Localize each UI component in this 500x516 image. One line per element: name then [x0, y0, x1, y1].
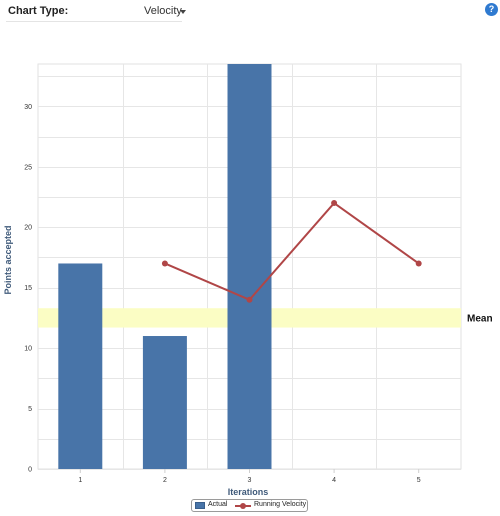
y-tick-label: 25: [24, 164, 32, 171]
y-tick-label: 15: [24, 285, 32, 292]
bar-actual: [227, 64, 272, 469]
x-tick-label: 3: [248, 477, 252, 484]
velocity-chart: Mean 0 5 10 15 20 25 30 1 2 3 4 5 Points accepted I…: [3, 63, 493, 497]
line-marker-icon: [240, 503, 246, 509]
line-series-running-velocity: [161, 200, 422, 303]
x-tick-label: 1: [78, 477, 82, 484]
bar-actual: [142, 336, 187, 469]
x-tick-label: 4: [332, 477, 336, 484]
running-velocity-point: [331, 200, 338, 207]
chart-legend: Actual Running Velocity: [191, 499, 308, 512]
bar-series-actual: [58, 64, 272, 469]
legend-label-running-velocity: Running Velocity: [254, 501, 307, 508]
y-tick-label: 20: [24, 225, 32, 232]
help-icon[interactable]: ?: [485, 3, 498, 16]
chart-type-control: Chart Type: Velocity: [6, 2, 186, 22]
running-velocity-point: [246, 296, 253, 303]
y-axis-title: Points accepted: [3, 225, 13, 294]
y-tick-label: 30: [24, 104, 32, 111]
x-tick-label: 2: [163, 477, 167, 484]
x-axis-title: Iterations: [228, 487, 269, 497]
chart-type-label: Chart Type:: [8, 5, 69, 17]
legend-item-actual[interactable]: Actual: [194, 500, 230, 511]
legend-item-running-velocity[interactable]: Running Velocity: [234, 500, 306, 511]
legend-label-actual: Actual: [208, 501, 228, 508]
running-velocity-point: [161, 260, 168, 267]
x-tick-label: 5: [417, 477, 421, 484]
chart-type-value: Velocity: [144, 5, 182, 17]
running-velocity-line: [164, 201, 420, 301]
bar-actual: [58, 263, 103, 469]
mean-label: Mean: [467, 313, 493, 324]
y-tick-label: 0: [28, 467, 32, 474]
chart-type-dropdown[interactable]: Velocity: [136, 2, 186, 21]
y-tick-label: 5: [28, 406, 32, 413]
running-velocity-point: [415, 260, 422, 267]
axis-ticks: 0 5 10 15 20 25 30 1 2 3 4 5: [24, 104, 421, 484]
chevron-down-icon: [180, 10, 186, 14]
y-tick-label: 10: [24, 346, 32, 353]
bar-swatch-icon: [195, 502, 205, 509]
